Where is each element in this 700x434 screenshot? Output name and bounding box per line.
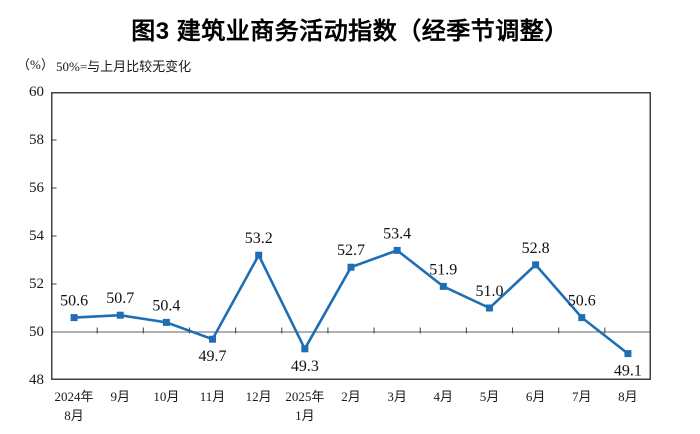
data-point-label: 50.6 — [60, 293, 88, 310]
line-chart-canvas: 50.6 50.7 50.4 49.7 53.2 49.3 52.7 53.4 51.9 51.0… — [51, 92, 651, 380]
y-tick-label: 52 — [29, 276, 44, 292]
data-point-label: 49.7 — [199, 348, 227, 365]
x-tick-label: 7月 — [572, 389, 592, 404]
data-point-marker — [162, 318, 170, 326]
data-point-label: 53.4 — [383, 225, 411, 242]
y-tick-label: 50 — [29, 324, 44, 340]
data-point-label: 49.3 — [291, 358, 319, 375]
reference-line-note: 50%=与上月比较无变化 — [56, 59, 192, 74]
x-tick-label: 6月 — [525, 389, 546, 404]
data-point-label: 52.7 — [337, 242, 365, 259]
y-tick-label: 58 — [29, 132, 44, 148]
plot-border — [51, 92, 651, 380]
plot-area: 50.6 50.7 50.4 49.7 53.2 49.3 52.7 53.4 51.9 51.0… — [51, 92, 651, 380]
x-tick-label: 2月 — [341, 389, 361, 404]
x-tick-label: 9月 — [110, 389, 130, 404]
data-point-marker — [70, 314, 78, 322]
chart-title: 图3 建筑业商务活动指数（经季节调整） — [131, 18, 569, 45]
y-tick-label: 60 — [29, 84, 44, 100]
data-point-marker — [485, 304, 493, 312]
data-point-marker — [255, 251, 263, 259]
data-point-marker — [439, 282, 447, 290]
data-point-label: 53.2 — [245, 230, 273, 247]
x-tick-label: 11月 — [199, 389, 226, 404]
y-tick-label: 54 — [29, 228, 44, 244]
data-point-label: 51.0 — [475, 283, 503, 300]
x-tick-label: 3月 — [387, 389, 407, 404]
data-point-label: 52.8 — [522, 240, 550, 257]
y-axis-unit-label: （%） — [17, 57, 54, 72]
x-tick-label: 4月 — [433, 389, 454, 404]
x-tick-label: 2025年 1月 — [285, 389, 325, 423]
x-tick-label: 12月 — [245, 389, 272, 404]
data-point-marker — [532, 261, 540, 269]
x-tick-label: 2024年 8月 — [54, 389, 94, 423]
x-tick-label: 5月 — [479, 389, 500, 404]
data-point-marker — [393, 246, 401, 254]
data-point-label: 50.7 — [106, 290, 134, 307]
y-tick-label: 56 — [29, 180, 44, 196]
x-tick-label: 10月 — [153, 389, 180, 404]
data-point-label: 50.4 — [152, 297, 180, 314]
x-tick-label: 8月 — [618, 389, 638, 404]
data-point-marker — [347, 263, 355, 271]
data-point-label: 51.9 — [429, 261, 457, 278]
data-point-label: 49.1 — [614, 363, 642, 380]
data-point-marker — [301, 345, 309, 353]
data-point-marker — [624, 350, 632, 358]
data-point-marker — [578, 314, 586, 322]
y-tick-label: 48 — [29, 372, 44, 388]
data-point-marker — [209, 335, 217, 343]
data-point-label: 50.6 — [568, 293, 596, 310]
data-point-marker — [116, 311, 124, 319]
